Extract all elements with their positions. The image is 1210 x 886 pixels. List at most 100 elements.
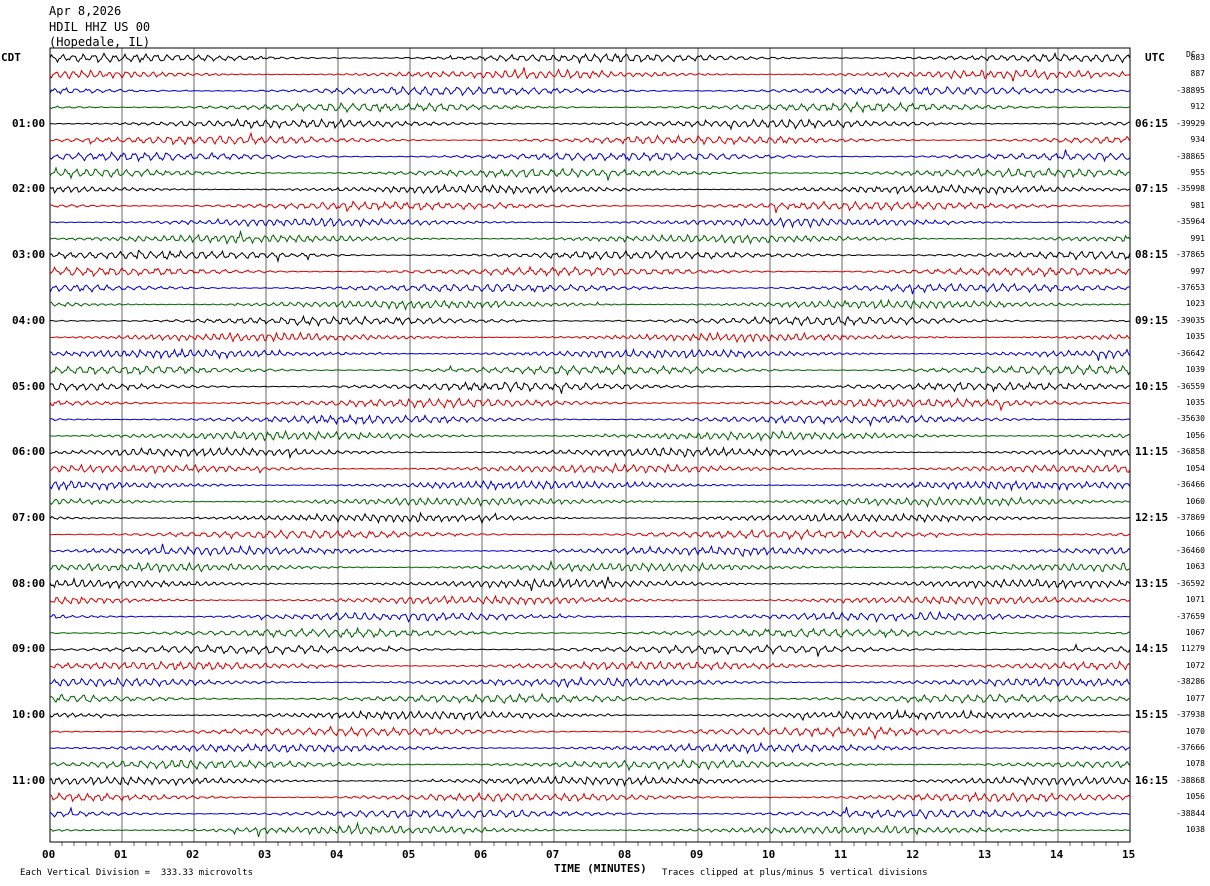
seismic-trace	[49, 543, 1131, 558]
seismic-trace	[50, 216, 1131, 229]
seismic-trace	[49, 85, 1131, 97]
seismic-trace	[49, 559, 1131, 574]
seismic-trace	[49, 821, 1130, 838]
dc-offset-label: -38865	[1176, 151, 1205, 161]
seismic-trace	[49, 298, 1131, 311]
right-hour-label: 07:15	[1135, 182, 1169, 196]
dc-offset-label: -36466	[1176, 480, 1205, 490]
seismic-trace	[49, 331, 1131, 344]
left-hour-label: 08:00	[12, 576, 46, 590]
seismic-trace	[49, 229, 1131, 245]
seismic-trace	[49, 413, 1131, 428]
seismic-trace	[49, 775, 1131, 787]
seismic-trace	[49, 576, 1131, 591]
seismic-trace	[49, 660, 1131, 671]
seismic-trace	[49, 347, 1131, 361]
dc-offset-label: 981	[1190, 200, 1205, 210]
seismic-trace	[49, 265, 1131, 278]
clip-note: Traces clipped at plus/minus 5 vertical …	[662, 868, 928, 878]
dc-offset-label: -39035	[1176, 315, 1205, 325]
dc-offset-label: 1056	[1185, 430, 1205, 440]
seismic-trace	[49, 314, 1131, 328]
dc-offset-label: -37653	[1176, 283, 1205, 293]
seismic-trace	[49, 725, 1130, 741]
dc-offset-label: 955	[1190, 168, 1205, 177]
seismic-trace	[49, 100, 1130, 114]
seismic-trace	[49, 117, 1131, 131]
left-hour-label: 07:00	[12, 511, 46, 525]
x-axis-label: TIME (MINUTES)	[554, 862, 647, 875]
x-tick-label: 03	[258, 848, 272, 861]
dc-offset-label: 1070	[1185, 726, 1205, 736]
right-timezone-label: UTC	[1145, 51, 1165, 64]
x-tick-label: 05	[402, 848, 416, 861]
seismic-trace	[49, 363, 1131, 377]
dc-offset-label: -35964	[1176, 217, 1205, 227]
seismic-trace	[49, 446, 1131, 460]
left-hour-label: 05:00	[12, 379, 46, 393]
dc-offset-label: 1054	[1185, 463, 1205, 473]
seismic-trace	[49, 51, 1131, 65]
dc-offset-label: -38868	[1176, 775, 1205, 785]
dc-offset-label: 1071	[1185, 595, 1205, 605]
left-hour-label: 10:00	[12, 708, 46, 722]
dc-offset-label: -36858	[1176, 447, 1205, 457]
right-hour-label: 06:15	[1135, 116, 1169, 130]
seismic-trace	[49, 200, 1131, 214]
x-tick-label: 11	[834, 848, 848, 861]
right-hour-label: 08:15	[1135, 248, 1169, 262]
dc-offset-label: 934	[1190, 135, 1205, 145]
seismic-trace	[49, 708, 1130, 722]
seismic-trace	[49, 511, 1131, 525]
x-tick-label: 09	[690, 848, 704, 861]
dc-offset-label: 11279	[1180, 644, 1205, 654]
dc-offset-label: -36642	[1176, 348, 1205, 358]
seismic-trace	[49, 675, 1131, 689]
dc-offset-label: -37666	[1176, 743, 1205, 753]
right-hour-label: 13:15	[1135, 576, 1169, 590]
dc-offset-label: 1066	[1185, 529, 1205, 539]
x-tick-label: 07	[546, 848, 560, 861]
dc-offset-label: -37938	[1176, 710, 1205, 720]
left-timezone-label: CDT	[1, 51, 21, 64]
seismic-trace	[49, 758, 1131, 772]
dc-offset-label: -38895	[1176, 85, 1205, 95]
dc-offset-label: -38844	[1176, 808, 1205, 818]
right-hour-label: 16:15	[1135, 773, 1169, 787]
dc-offset-label: -37869	[1176, 513, 1205, 523]
dc-offset-label: -36559	[1176, 381, 1205, 391]
x-tick-label: 10	[762, 848, 776, 861]
x-tick-label: 00	[42, 848, 56, 861]
left-hour-label: 06:00	[12, 445, 46, 459]
right-hour-label: 10:15	[1135, 379, 1169, 393]
seismic-trace	[49, 692, 1131, 704]
x-tick-label: 13	[978, 848, 992, 861]
seismic-trace	[49, 806, 1131, 820]
seismic-trace	[49, 495, 1131, 508]
scale-note: Each Vertical Division = 333.33 microvol…	[20, 868, 253, 878]
left-hour-label: 09:00	[12, 642, 46, 656]
plot-frame	[49, 47, 1131, 843]
left-hour-label: 11:00	[12, 773, 46, 787]
dc-offset-label: -36592	[1176, 578, 1205, 588]
seismic-trace	[49, 462, 1131, 475]
right-hour-label: 09:15	[1135, 313, 1169, 327]
dc-offset-label: 1039	[1185, 365, 1205, 375]
dc-offset-label: -38286	[1176, 677, 1205, 687]
dc-offset-label: 1077	[1185, 693, 1205, 703]
station-location: (Hopedale, IL)	[49, 35, 151, 49]
seismic-trace	[49, 528, 1131, 541]
x-tick-label: 15	[1122, 848, 1136, 861]
seismic-trace	[49, 149, 1131, 163]
seismic-trace	[49, 594, 1131, 607]
right-hour-label: 15:15	[1135, 708, 1169, 722]
dc-offset-label: 1063	[1185, 562, 1205, 572]
dc-offset-label: 1078	[1185, 759, 1205, 769]
seismic-trace	[49, 479, 1131, 492]
x-tick-label: 02	[186, 848, 200, 861]
dc-offset-label: 1035	[1185, 398, 1205, 408]
x-tick-label: 01	[114, 848, 128, 861]
right-hour-label: 11:15	[1135, 445, 1169, 459]
left-hour-label: 01:00	[12, 116, 46, 130]
